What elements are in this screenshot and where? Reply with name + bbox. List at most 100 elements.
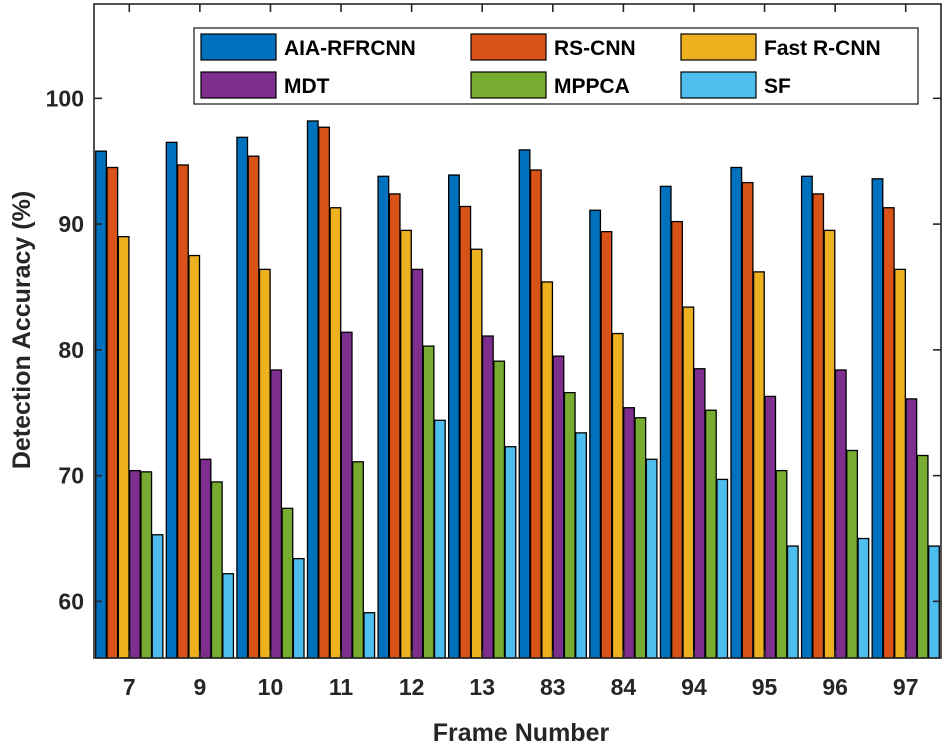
legend-label-rs-cnn: RS-CNN — [554, 37, 636, 60]
bar-mdt-7 — [128, 469, 141, 659]
y-tick-label: 60 — [58, 588, 84, 614]
bar-fast-r-cnn-94 — [682, 306, 695, 659]
y-tick-label: 70 — [58, 463, 84, 489]
bar-sf-84 — [645, 458, 658, 659]
bar-fast-r-cnn-84 — [611, 332, 624, 659]
legend-swatch-mppca — [470, 71, 547, 99]
y-tick-label: 100 — [46, 85, 84, 111]
bar-aia-rfrcnn-94 — [659, 185, 672, 659]
x-tick-label: 12 — [399, 674, 425, 700]
legend-swatch-mdt — [200, 71, 277, 99]
bar-aia-rfrcnn-97 — [871, 178, 884, 659]
bar-fast-r-cnn-95 — [752, 271, 765, 659]
bar-sf-95 — [786, 545, 799, 659]
bar-mppca-12 — [422, 345, 435, 659]
bar-aia-rfrcnn-84 — [589, 209, 602, 659]
legend-swatch-rs-cnn — [470, 33, 547, 61]
bar-mppca-97 — [916, 454, 929, 659]
bar-fast-r-cnn-83 — [541, 281, 554, 659]
x-tick-label: 10 — [258, 674, 284, 700]
x-tick-label: 9 — [193, 674, 206, 700]
bar-rs-cnn-95 — [741, 181, 754, 659]
x-tick-label: 96 — [822, 674, 848, 700]
x-tick-label: 95 — [752, 674, 778, 700]
x-tick-label: 94 — [681, 674, 707, 700]
bar-mdt-94 — [693, 368, 706, 659]
y-tick-label: 90 — [58, 211, 84, 237]
bar-mppca-94 — [704, 409, 717, 659]
bar-rs-cnn-96 — [812, 193, 825, 659]
bar-rs-cnn-10 — [247, 155, 260, 659]
bar-mppca-9 — [210, 481, 223, 659]
bar-fast-r-cnn-97 — [894, 268, 907, 659]
bar-sf-83 — [575, 432, 587, 659]
bar-sf-13 — [504, 446, 517, 659]
bar-rs-cnn-12 — [388, 193, 401, 659]
bar-sf-11 — [363, 612, 376, 659]
bar-fast-r-cnn-96 — [823, 229, 836, 659]
bar-mdt-9 — [199, 458, 212, 659]
bar-sf-10 — [292, 557, 305, 659]
bar-mppca-7 — [140, 471, 153, 659]
legend-label-aia-rfrcnn: AIA-RFRCNN — [284, 37, 416, 60]
legend-label-mdt: MDT — [284, 75, 330, 98]
axes-layer — [93, 3, 942, 659]
bar-mppca-11 — [352, 461, 364, 659]
bar-mppca-83 — [563, 391, 576, 659]
bar-sf-9 — [222, 573, 235, 659]
bar-mppca-10 — [281, 507, 294, 659]
y-tick-label: 80 — [58, 337, 84, 363]
bar-rs-cnn-9 — [176, 164, 189, 659]
x-tick-label: 84 — [611, 674, 637, 700]
bar-mdt-96 — [834, 369, 847, 659]
x-tick-label: 13 — [469, 674, 495, 700]
bar-aia-rfrcnn-7 — [95, 150, 107, 659]
bar-sf-94 — [716, 478, 729, 659]
legend-label-mppca: MPPCA — [554, 75, 630, 98]
bar-aia-rfrcnn-10 — [236, 136, 249, 659]
bar-sf-96 — [857, 537, 870, 659]
plot-frame — [93, 3, 942, 659]
bar-fast-r-cnn-11 — [329, 207, 342, 659]
bar-rs-cnn-84 — [600, 230, 613, 659]
bar-mdt-95 — [764, 395, 777, 659]
bar-fast-r-cnn-9 — [188, 254, 201, 659]
bar-fast-r-cnn-10 — [258, 268, 271, 659]
bar-mppca-96 — [846, 449, 859, 659]
bar-aia-rfrcnn-83 — [518, 149, 531, 659]
bar-aia-rfrcnn-9 — [165, 141, 178, 659]
bar-mdt-97 — [905, 398, 918, 659]
bar-mdt-13 — [481, 335, 494, 659]
bar-aia-rfrcnn-95 — [730, 166, 743, 659]
bar-aia-rfrcnn-11 — [306, 120, 319, 659]
bar-rs-cnn-7 — [106, 166, 119, 659]
x-tick-label: 11 — [329, 674, 354, 700]
y-axis-title: Detection Accuracy (%) — [8, 191, 36, 469]
legend-swatch-fast-r-cnn — [680, 33, 757, 61]
bar-aia-rfrcnn-13 — [448, 174, 460, 659]
bar-mdt-83 — [552, 355, 565, 659]
bar-mdt-12 — [411, 268, 424, 659]
legend-label-fast-r-cnn: Fast R-CNN — [764, 37, 881, 60]
bar-mppca-13 — [493, 360, 506, 659]
bar-sf-12 — [433, 419, 446, 659]
legend-label-sf: SF — [764, 75, 791, 98]
bar-mdt-10 — [270, 369, 283, 659]
bar-fast-r-cnn-7 — [117, 236, 130, 659]
bar-mdt-11 — [340, 331, 353, 659]
legend-swatch-aia-rfrcnn — [200, 33, 277, 61]
bar-mdt-84 — [623, 407, 635, 659]
bar-aia-rfrcnn-12 — [377, 175, 390, 659]
bar-fast-r-cnn-13 — [470, 248, 483, 659]
bar-mppca-84 — [634, 417, 647, 659]
bar-rs-cnn-13 — [459, 205, 472, 659]
bar-rs-cnn-94 — [671, 220, 683, 659]
bar-sf-7 — [151, 534, 164, 659]
bar-rs-cnn-11 — [318, 126, 331, 659]
bar-rs-cnn-97 — [882, 207, 895, 659]
bar-rs-cnn-83 — [529, 169, 542, 659]
legend-box — [193, 27, 919, 105]
legend: AIA-RFRCNN RS-CNN Fast R-CNN MDT MPPCA SF — [193, 27, 919, 105]
legend-swatch-sf — [680, 71, 757, 99]
